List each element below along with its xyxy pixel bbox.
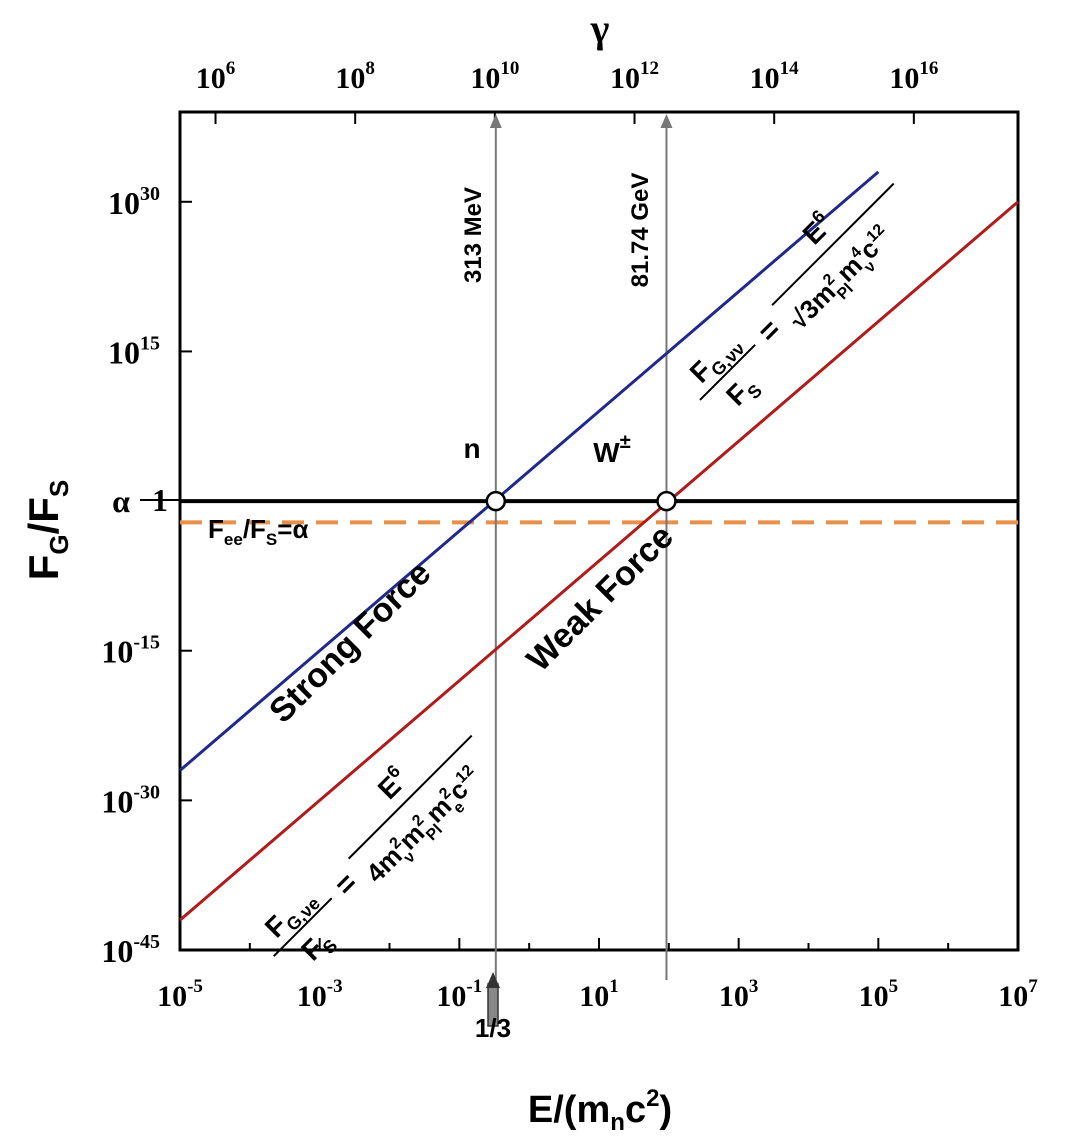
formula-ve: FG,νe FS = E6 4m2νm2Plm2ec12: [259, 734, 477, 970]
vline-label-8174gev: 81.74 GeV: [627, 173, 654, 288]
svg-text:FS: FS: [720, 369, 766, 415]
reference-lines: [180, 114, 1018, 980]
y-tick-label: 10-15: [101, 632, 160, 670]
point-label-w: W±: [593, 431, 630, 468]
y-axis-label: FG/FS: [20, 480, 74, 581]
crossing-markers: [485, 490, 677, 512]
top-tick-label: 108: [335, 58, 375, 95]
top-tick-label: 1012: [610, 58, 659, 95]
vline-label-313mev: 313 MeV: [460, 187, 487, 283]
x-axis-label: E/(mnc2): [528, 1085, 672, 1136]
region-label-strong: Strong Force: [262, 554, 438, 730]
crossing-point: [485, 490, 507, 512]
point-label-n: n: [463, 433, 480, 464]
y-tick-label: 10-30: [101, 781, 160, 819]
vertical-arrowhead: [489, 114, 502, 128]
x-tick-label: 103: [719, 976, 759, 1013]
tick-labels: 10-5 10-3 10-1 101 103 105 10710301015110-1510…: [101, 58, 1038, 1013]
strong-force-line: [179, 170, 880, 772]
svg-text:E6: E6: [370, 761, 414, 805]
y-tick-label: 10-45: [101, 931, 160, 969]
x-tick-label: 10-5: [157, 976, 203, 1013]
series-lines: [179, 170, 1019, 922]
crossing-point: [656, 490, 677, 512]
top-tick-label: 1014: [750, 58, 800, 95]
alpha-equation: Fee/FS=α: [208, 514, 308, 549]
y-tick-label: 1030: [108, 183, 160, 221]
svg-text:=: =: [752, 313, 788, 349]
top-tick-label: 106: [196, 58, 236, 95]
top-tick-label: 1016: [889, 58, 938, 95]
alpha-axis-label: α: [112, 483, 130, 519]
x-tick-label: 101: [579, 976, 619, 1013]
vertical-arrowhead: [660, 114, 673, 128]
x-tick-label: 10-3: [297, 976, 343, 1013]
x-tick-label: 105: [859, 976, 899, 1013]
svg-text:=: =: [328, 867, 364, 903]
y-tick-label: 1015: [108, 332, 160, 370]
bottom-marker-label: 1/3: [475, 1013, 511, 1043]
x-tick-label: 107: [998, 976, 1038, 1013]
svg-text:FS: FS: [295, 924, 341, 970]
top-axis-label: γ: [590, 6, 610, 51]
region-label-weak: Weak Force: [520, 518, 681, 679]
bottom-marker-arrow: [486, 972, 500, 988]
top-tick-label: 1010: [470, 58, 519, 95]
weak-force-line: [179, 200, 1019, 922]
x-tick-label: 10-1: [436, 976, 482, 1013]
